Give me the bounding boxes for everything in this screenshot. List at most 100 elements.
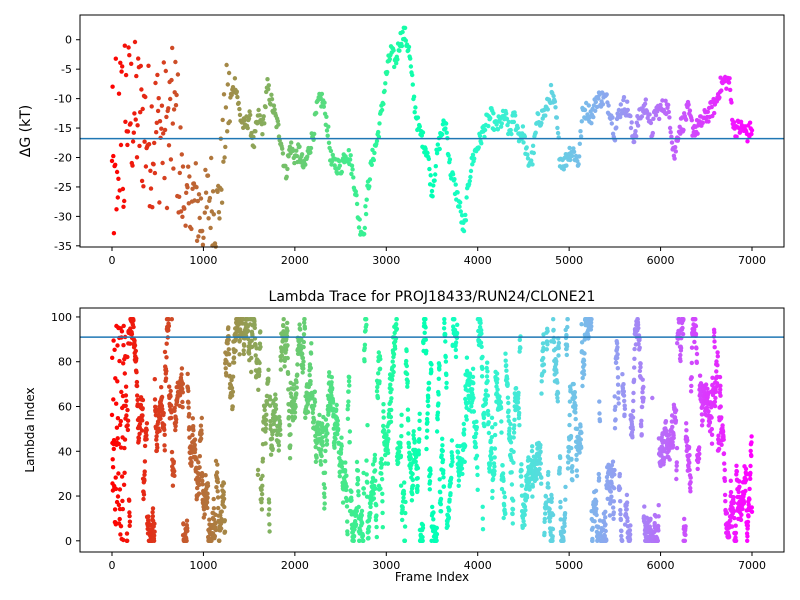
lambda-point (127, 510, 132, 515)
y-tick-label: -25 (54, 181, 72, 194)
lambda-point (260, 483, 265, 488)
lambda-point (257, 360, 262, 366)
dg-point (114, 207, 119, 212)
dg-point (434, 151, 440, 156)
lambda-point (596, 525, 601, 530)
lambda-point (113, 486, 119, 492)
dg-point (263, 104, 268, 110)
lambda-point (277, 414, 282, 420)
lambda-point (349, 498, 354, 503)
lambda-point (152, 529, 157, 534)
dg-point (551, 93, 556, 99)
lambda-point (312, 399, 318, 405)
dg-point (319, 91, 325, 97)
lambda-point (509, 482, 515, 487)
lambda-point (604, 474, 610, 480)
lambda-point (461, 432, 467, 437)
lambda-point (718, 387, 723, 392)
dg-point (647, 112, 652, 117)
lambda-point (215, 489, 220, 494)
lambda-point (135, 393, 140, 398)
lambda-point (116, 502, 122, 508)
lambda-point (330, 400, 336, 405)
dg-point (180, 164, 186, 169)
lambda-point (305, 409, 311, 415)
lambda-point (255, 467, 261, 473)
lambda-point (229, 377, 234, 383)
lambda-point (158, 416, 163, 421)
dg-point (146, 142, 152, 147)
lambda-point (631, 398, 636, 404)
dg-point (285, 166, 290, 172)
lambda-point (455, 450, 461, 455)
lambda-point (746, 514, 751, 519)
lambda-point (299, 337, 304, 342)
lambda-point (121, 537, 126, 543)
lambda-point (197, 454, 202, 459)
lambda-point (322, 501, 327, 506)
lambda-point (670, 424, 675, 430)
lambda-point (747, 486, 752, 492)
dg-point (247, 109, 252, 114)
lambda-point (542, 530, 547, 536)
lambda-point (380, 510, 385, 516)
lambda-point (391, 352, 397, 357)
lambda-point (328, 403, 333, 409)
lambda-point (683, 532, 688, 538)
lambda-point (345, 407, 350, 412)
dg-point (225, 82, 230, 87)
lambda-point (603, 509, 608, 514)
lambda-point (308, 365, 313, 371)
lambda-point (563, 484, 568, 490)
lambda-point (681, 317, 686, 322)
dg-point (148, 168, 153, 173)
dg-point (272, 107, 277, 112)
dg-point (629, 120, 634, 125)
lambda-point (716, 446, 722, 452)
lambda-point (695, 466, 700, 472)
lambda-point (375, 395, 381, 401)
lambda-point (366, 529, 371, 534)
lambda-point (255, 472, 261, 477)
lambda-point (480, 527, 486, 532)
dg-point (178, 125, 183, 130)
lambda-point (345, 416, 351, 421)
lambda-point (121, 343, 126, 348)
lambda-point (733, 523, 738, 528)
lambda-point (434, 429, 440, 434)
lambda-point (580, 375, 585, 381)
dg-point (429, 188, 435, 194)
lambda-point (551, 317, 556, 322)
dg-point (726, 80, 732, 85)
lambda-point (318, 459, 323, 464)
lambda-point (402, 524, 408, 529)
lambda-point (338, 447, 344, 452)
dg-point (325, 133, 330, 138)
lambda-point (567, 399, 573, 404)
lambda-point (180, 405, 185, 410)
lambda-point (555, 399, 560, 404)
lambda-point (438, 509, 444, 514)
lambda-point (637, 368, 643, 374)
lambda-point (221, 489, 226, 495)
lambda-point (374, 534, 379, 540)
lambda-point (546, 469, 551, 475)
lambda-point (546, 485, 551, 490)
lambda-point (428, 471, 433, 477)
lambda-point (627, 528, 633, 533)
lambda-point (622, 412, 627, 417)
dg-point (364, 197, 369, 202)
lambda-point (320, 443, 325, 448)
lambda-point (504, 363, 509, 368)
dg-point (224, 62, 229, 68)
dg-point (322, 100, 327, 105)
lambda-point (621, 382, 626, 387)
dg-point (354, 201, 360, 207)
lambda-point (510, 511, 515, 517)
dg-point (183, 223, 188, 228)
lambda-point (439, 453, 444, 458)
lambda-point (329, 375, 334, 380)
dg-point (169, 77, 174, 83)
lambda-point (339, 435, 344, 440)
dg-point (294, 153, 300, 159)
